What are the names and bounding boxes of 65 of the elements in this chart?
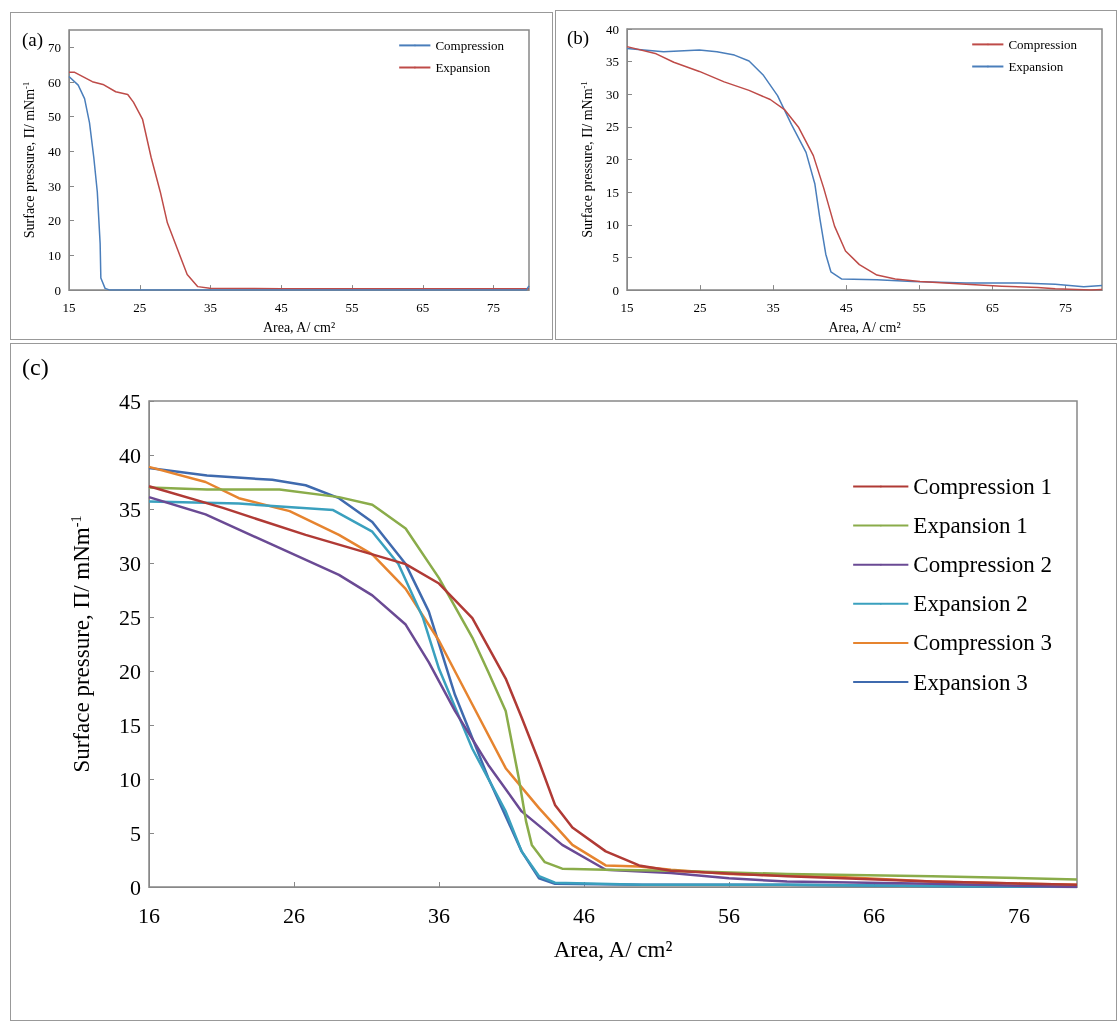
legend-label: Expansion 3	[913, 669, 1028, 695]
legend-label: Compression	[1008, 36, 1078, 52]
y-tick-label: 5	[130, 820, 141, 846]
y-tick-label: 40	[48, 143, 61, 159]
y-tick-label: 30	[119, 550, 141, 576]
y-tick-label: 25	[119, 604, 141, 630]
x-tick-label: 45	[274, 299, 288, 315]
y-axis-title: Surface pressure, Π/ mNm-1	[579, 81, 595, 238]
x-tick-label: 56	[718, 903, 740, 929]
y-tick-label: 10	[119, 766, 141, 792]
y-tick-label: 35	[606, 54, 619, 70]
x-tick-label: 75	[1058, 299, 1072, 315]
x-tick-label: 35	[766, 299, 780, 315]
x-axis-title: Area, A/ cm²	[553, 936, 673, 962]
x-tick-label: 66	[863, 903, 885, 929]
legend-label: Compression 1	[913, 474, 1052, 499]
x-tick-label: 45	[839, 299, 853, 315]
y-tick-label: 10	[606, 217, 619, 233]
x-tick-label: 65	[416, 299, 430, 315]
y-tick-label: 5	[612, 249, 619, 265]
y-tick-label: 0	[612, 282, 619, 298]
y-tick-label: 35	[119, 496, 141, 522]
x-tick-label: 25	[693, 299, 707, 315]
y-tick-label: 30	[48, 178, 61, 194]
y-tick-label: 60	[48, 74, 61, 90]
x-tick-label: 16	[138, 903, 160, 929]
y-axis-title: Surface pressure, Π/ mNm-1	[68, 515, 94, 773]
x-tick-label: 15	[62, 299, 76, 315]
y-tick-label: 0	[54, 282, 61, 298]
x-tick-label: 35	[204, 299, 218, 315]
y-tick-label: 30	[606, 86, 619, 102]
y-tick-label: 20	[606, 152, 619, 168]
y-tick-label: 50	[48, 109, 61, 125]
y-tick-label: 20	[119, 658, 141, 684]
chart-title: (b)	[567, 27, 590, 49]
y-axis-title: Surface pressure, Π/ mNm-1	[21, 81, 37, 239]
legend-label: Compression 3	[913, 630, 1052, 656]
x-tick-label: 26	[283, 903, 305, 929]
x-tick-label: 75	[487, 299, 501, 315]
x-tick-label: 55	[345, 299, 359, 315]
y-tick-label: 70	[48, 39, 61, 55]
y-tick-label: 40	[606, 21, 619, 37]
y-tick-label: 15	[119, 712, 141, 738]
x-axis-title: Area, A/ cm²	[262, 319, 336, 335]
x-tick-label: 65	[985, 299, 999, 315]
chart-title: (c)	[22, 354, 49, 380]
y-tick-label: 0	[130, 874, 141, 900]
x-tick-label: 36	[428, 903, 450, 929]
legend-label: Compression 2	[913, 552, 1052, 578]
legend-label: Expansion 2	[913, 591, 1028, 617]
legend-label: Expansion	[435, 60, 491, 75]
legend-label: Expansion 1	[913, 513, 1028, 539]
x-tick-label: 46	[573, 903, 595, 929]
legend-label: Expansion	[1008, 59, 1064, 74]
y-tick-label: 40	[119, 442, 141, 468]
legend-label: Compression	[435, 37, 505, 53]
y-tick-label: 25	[606, 119, 619, 135]
chart-title: (a)	[22, 29, 44, 51]
x-tick-label: 76	[1008, 903, 1030, 929]
x-axis-title: Area, A/ cm²	[828, 319, 901, 335]
x-tick-label: 55	[912, 299, 926, 315]
y-tick-label: 10	[48, 247, 61, 263]
y-tick-label: 20	[48, 213, 61, 229]
y-tick-label: 45	[119, 388, 141, 414]
y-tick-label: 15	[606, 184, 619, 200]
